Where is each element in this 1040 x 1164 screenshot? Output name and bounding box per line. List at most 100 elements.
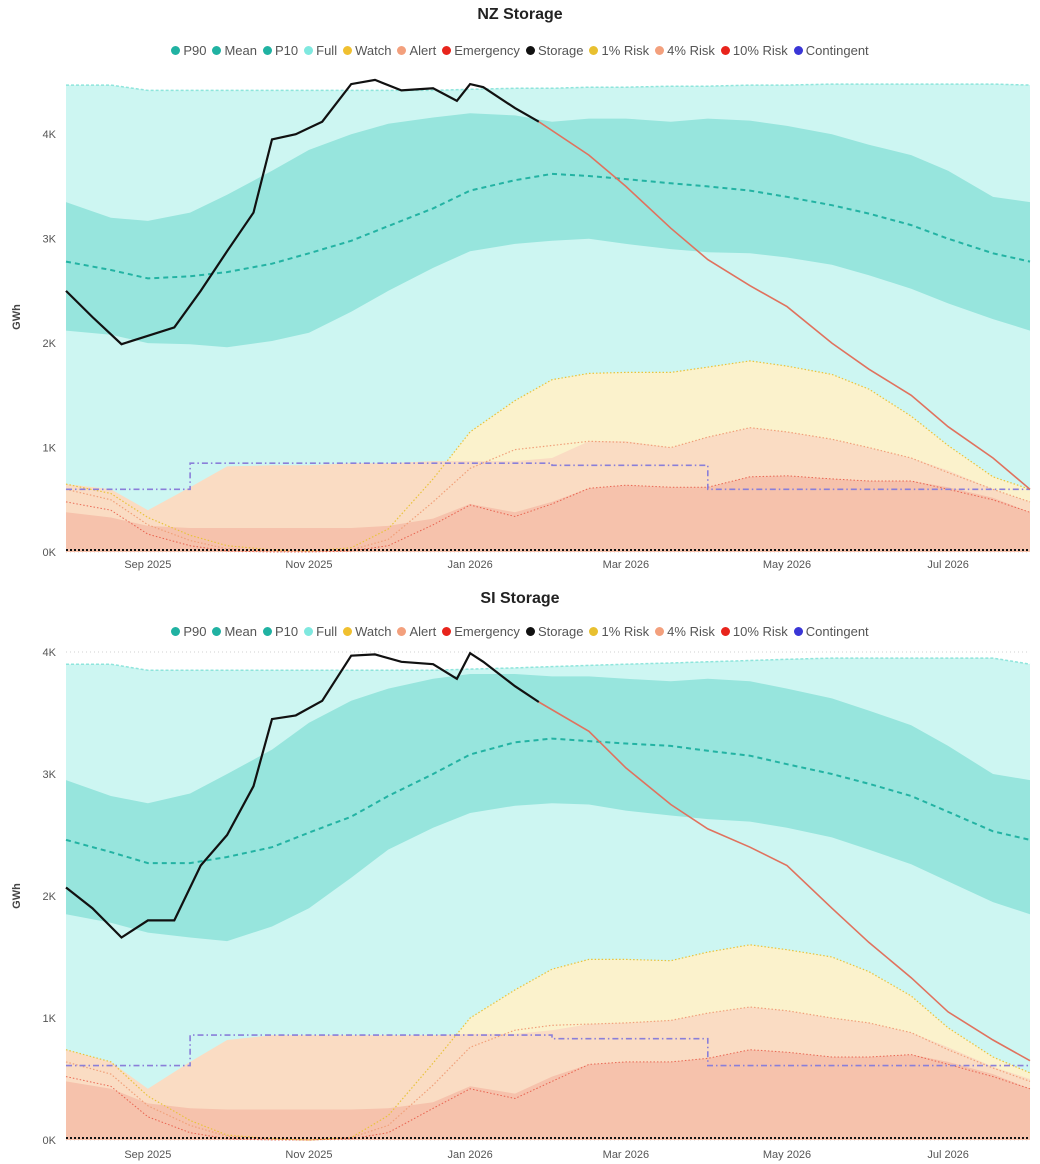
legend-item-full[interactable]: Full [304, 624, 337, 639]
legend-label: Watch [355, 43, 392, 58]
x-tick-label: Jan 2026 [447, 1149, 492, 1161]
y-tick-label: 0K [43, 547, 57, 559]
legend-item-1-risk[interactable]: 1% Risk [589, 624, 649, 639]
x-tick-label: Mar 2026 [603, 1149, 649, 1161]
legend-item-watch[interactable]: Watch [343, 624, 391, 639]
legend-item-emergency[interactable]: Emergency [442, 624, 520, 639]
legend-label: Mean [224, 624, 257, 639]
risk-1pct-line [65, 360, 1031, 552]
legend-label: Storage [537, 624, 584, 639]
legend-marker-icon [793, 627, 803, 636]
chart-legend: P90 Mean P10 Full Watch Alert Emergency Storage… [0, 43, 1040, 58]
si-storage-chart: 0K 1K 2K 3K 4K Sep 2025 Nov 2025 Jan 2026 Mar 20… [11, 647, 1031, 1161]
legend-label: P10 [275, 624, 299, 639]
legend-label: Contingent [805, 624, 869, 639]
legend-label: Alert [409, 43, 437, 58]
legend-label: Mean [224, 43, 257, 58]
legend-marker-icon [720, 46, 730, 55]
legend-marker-icon [397, 46, 407, 55]
legend-marker-icon [589, 627, 599, 636]
legend-label: Full [316, 624, 338, 639]
y-axis-label: GWh [11, 883, 23, 909]
legend-label: 1% Risk [601, 43, 650, 58]
legend-marker-icon [304, 46, 314, 55]
legend-marker-icon [397, 627, 407, 636]
legend-item-alert[interactable]: Alert [397, 624, 436, 639]
legend-marker-icon [525, 46, 535, 55]
legend-item-10-risk[interactable]: 10% Risk [720, 624, 788, 639]
legend-label: Emergency [454, 43, 520, 58]
legend-marker-icon [655, 627, 665, 636]
legend-label: P90 [183, 43, 207, 58]
legend-item-p90[interactable]: P90 [171, 624, 206, 639]
x-tick-label: Nov 2025 [285, 559, 332, 571]
x-tick-label: May 2026 [763, 559, 811, 571]
storage-line [65, 78, 540, 346]
legend-label: P90 [183, 624, 207, 639]
legend-item-storage[interactable]: Storage [525, 624, 584, 639]
y-tick-label: 1K [43, 443, 57, 455]
legend-item-mean[interactable]: Mean [212, 43, 257, 58]
legend-marker-icon [442, 627, 452, 636]
contingent-line [66, 462, 1030, 491]
legend-marker-icon [793, 46, 803, 55]
legend-marker-icon [442, 46, 452, 55]
legend-item-watch[interactable]: Watch [343, 43, 391, 58]
legend-item-storage[interactable]: Storage [525, 43, 584, 58]
x-tick-label: Jan 2026 [447, 559, 492, 571]
storage-projection-line [538, 121, 1031, 490]
legend-item-4-risk[interactable]: 4% Risk [655, 624, 715, 639]
legend-marker-icon [343, 627, 353, 636]
chart-legend: P90 Mean P10 Full Watch Alert Emergency Storage… [0, 624, 1040, 639]
legend-label: Alert [409, 624, 437, 639]
legend-label: Emergency [454, 624, 520, 639]
legend-label: 4% Risk [667, 624, 715, 639]
y-axis-label: GWh [11, 304, 23, 330]
legend-item-p10[interactable]: P10 [263, 43, 298, 58]
legend-label: Contingent [805, 43, 869, 58]
y-tick-label: 2K [43, 338, 57, 350]
full-line [66, 83, 1031, 92]
legend-item-p90[interactable]: P90 [171, 43, 206, 58]
emergency-area [66, 475, 1030, 552]
y-tick-label: 4K [43, 129, 57, 141]
legend-item-contingent[interactable]: Contingent [793, 624, 869, 639]
storage-projection-line [538, 701, 1031, 1062]
mean-line [65, 737, 1031, 865]
chart-title: SI Storage [480, 590, 560, 607]
legend-item-4-risk[interactable]: 4% Risk [655, 43, 715, 58]
storage-line [65, 651, 540, 939]
x-tick-label: Jul 2026 [927, 1149, 969, 1161]
legend-item-p10[interactable]: P10 [263, 624, 298, 639]
legend-marker-icon [212, 627, 222, 636]
risk-4pct-line [65, 1006, 1031, 1141]
legend-label: Storage [537, 43, 584, 58]
legend-marker-icon [263, 627, 272, 636]
legend-marker-icon [171, 627, 181, 636]
chart-title: NZ Storage [477, 6, 563, 23]
legend-marker-icon [304, 627, 314, 636]
legend-label: P10 [275, 43, 299, 58]
legend-item-contingent[interactable]: Contingent [793, 43, 869, 58]
legend-marker-icon [343, 46, 353, 55]
p10-p90-band [66, 113, 1030, 348]
legend-item-1-risk[interactable]: 1% Risk [589, 43, 649, 58]
legend-item-alert[interactable]: Alert [397, 43, 436, 58]
y-tick-label: 1K [43, 1013, 57, 1025]
nz-storage-chart: 0K 1K 2K 3K 4K Sep 2025 Nov 2025 Jan 2026 Mar 20… [11, 78, 1031, 571]
legend-item-emergency[interactable]: Emergency [442, 43, 520, 58]
legend-label: Full [316, 43, 338, 58]
x-tick-label: Mar 2026 [603, 559, 649, 571]
legend-item-full[interactable]: Full [304, 43, 337, 58]
legend-label: 4% Risk [667, 43, 715, 58]
legend-label: Watch [355, 624, 392, 639]
x-tick-label: Nov 2025 [285, 1149, 332, 1161]
risk-10pct-line [65, 475, 1031, 553]
mean-line [65, 172, 1031, 280]
legend-item-10-risk[interactable]: 10% Risk [720, 43, 788, 58]
legend-marker-icon [589, 46, 599, 55]
legend-item-mean[interactable]: Mean [212, 624, 257, 639]
legend-marker-icon [525, 627, 535, 636]
x-tick-label: Jul 2026 [927, 559, 969, 571]
legend-label: 10% Risk [732, 624, 788, 639]
